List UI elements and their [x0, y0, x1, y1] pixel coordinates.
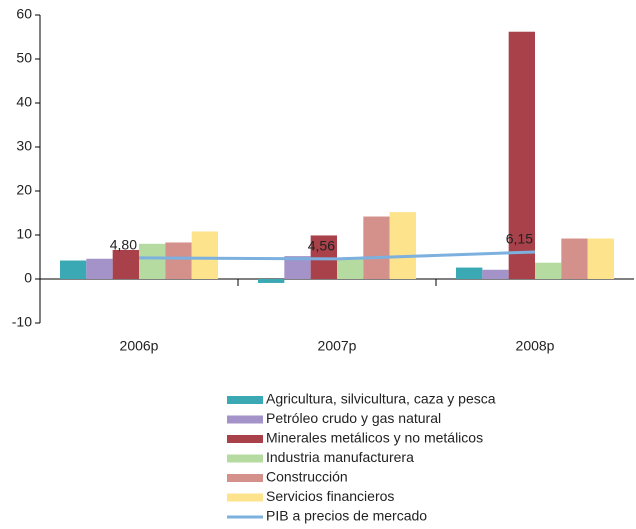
legend-swatch: [227, 415, 263, 424]
legend-swatch: [227, 396, 263, 404]
legend-label: Servicios financieros: [266, 488, 394, 504]
bar: [165, 242, 192, 279]
bar: [257, 279, 285, 283]
bar: [337, 257, 364, 279]
x-tick-label: 2006p: [120, 338, 159, 354]
legend-label: Petróleo crudo y gas natural: [266, 410, 441, 426]
bar: [363, 216, 390, 279]
y-tick-label: 60: [16, 6, 32, 22]
value-label: 4,80: [110, 237, 137, 253]
bar: [482, 269, 509, 279]
bar: [310, 235, 337, 279]
y-tick-label: 0: [24, 270, 32, 286]
bar: [191, 231, 219, 279]
legend-swatch: [227, 493, 263, 502]
y-tick-label: -10: [12, 314, 32, 330]
y-tick-label: 20: [16, 182, 32, 198]
bar: [284, 256, 311, 279]
bar: [86, 258, 113, 279]
bar: [587, 238, 615, 279]
bar: [508, 31, 535, 279]
line: [138, 250, 536, 261]
legend-label: Industria manufacturera: [266, 449, 414, 465]
legend-label: PIB a precios de mercado: [266, 508, 427, 524]
y-tick-label: 30: [16, 138, 32, 154]
bar: [389, 212, 417, 279]
y-tick-label: 40: [16, 94, 32, 110]
legend-label: Agricultura, silvicultura, caza y pesca: [266, 391, 496, 407]
bar: [112, 249, 139, 279]
y-tick-label: 50: [16, 50, 32, 66]
value-label: 4,56: [308, 238, 335, 254]
bar: [455, 267, 483, 279]
legend-swatch: [227, 435, 263, 443]
value-label: 6,15: [506, 231, 533, 247]
legend-label: Minerales metálicos y no metálicos: [266, 430, 483, 446]
bar: [59, 260, 87, 279]
legend-swatch: [227, 454, 263, 463]
bar: [139, 243, 166, 279]
x-tick-label: 2008p: [516, 338, 555, 354]
y-tick-label: 10: [16, 226, 32, 242]
legend-swatch: [227, 474, 263, 482]
x-tick-label: 2007p: [318, 338, 357, 354]
bar: [535, 262, 562, 279]
bar: [561, 238, 588, 279]
legend-label: Construcción: [266, 469, 348, 485]
